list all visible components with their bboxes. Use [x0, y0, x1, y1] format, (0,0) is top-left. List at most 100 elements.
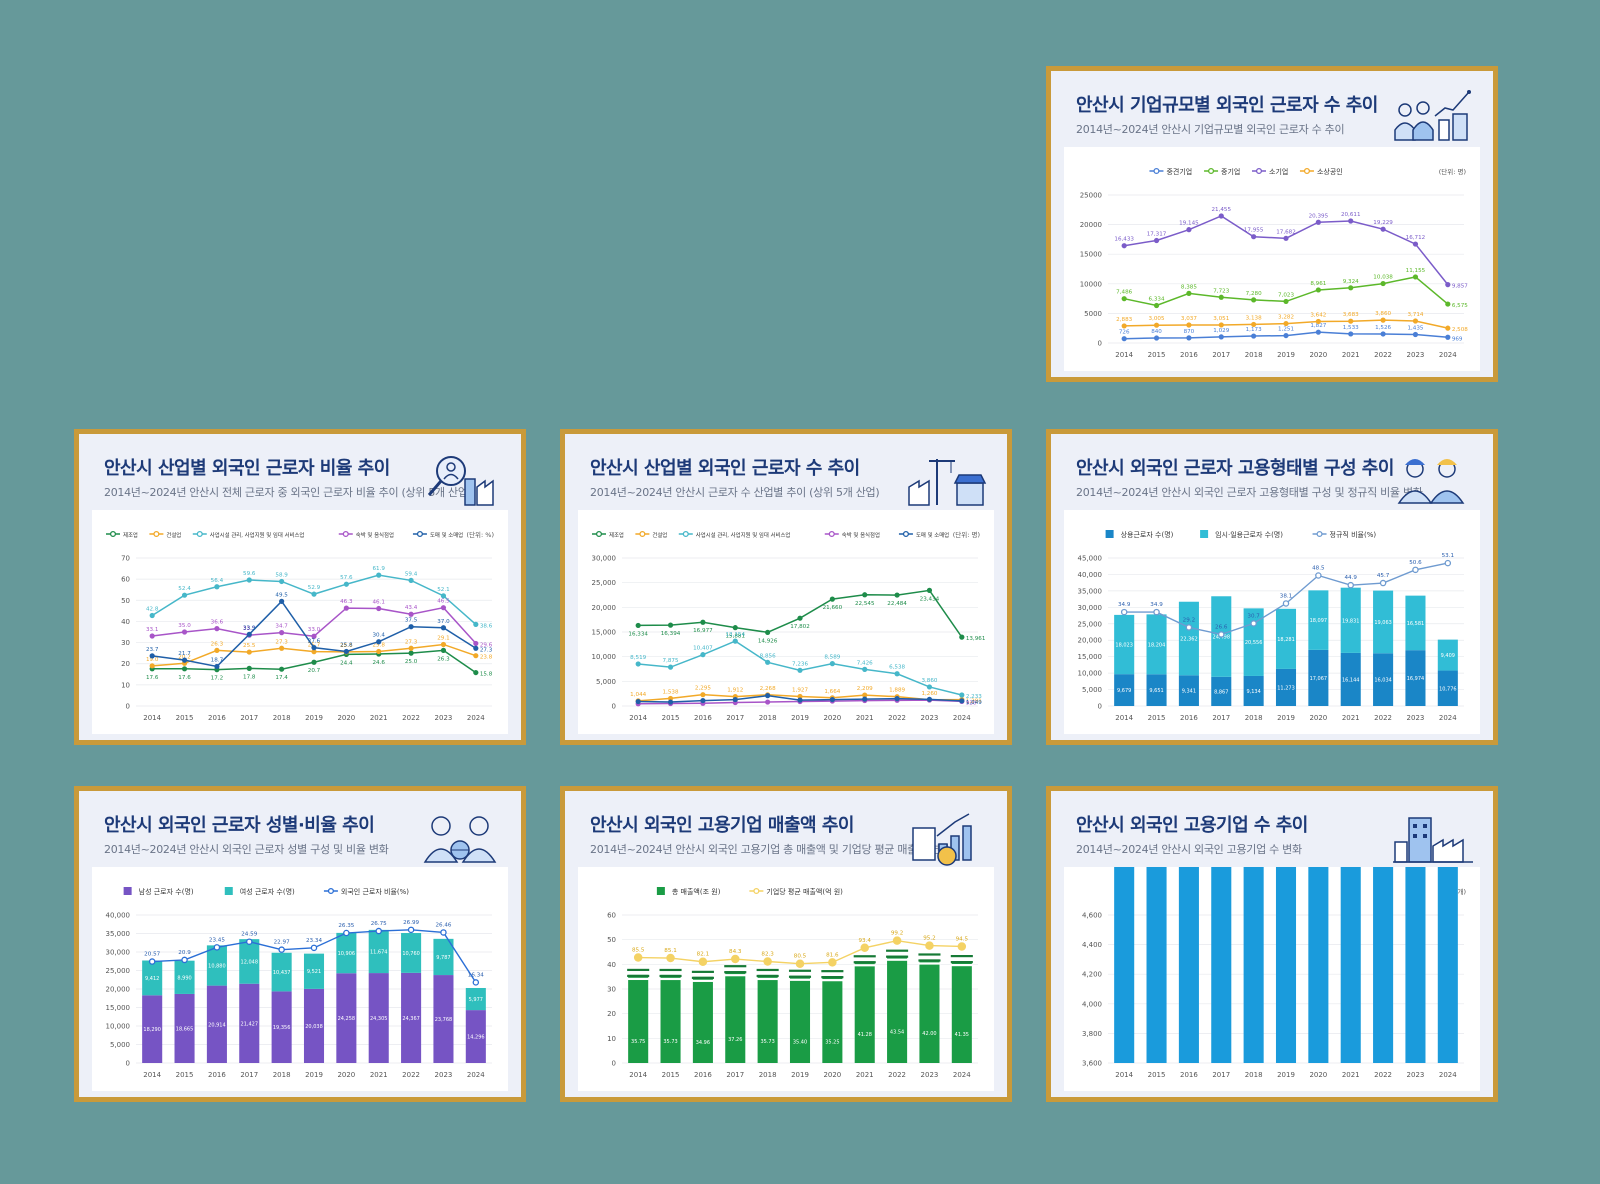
- data-point: [797, 697, 803, 703]
- x-tick-label: 2016: [1180, 714, 1198, 722]
- data-point: [926, 684, 933, 690]
- data-label: 3,860: [1375, 311, 1391, 317]
- data-label: 34.9: [1150, 602, 1163, 608]
- data-label: 9,134: [1246, 689, 1260, 695]
- data-label: 15.8: [480, 672, 493, 678]
- data-label: 34.7: [275, 624, 288, 630]
- data-label: 10,038: [1373, 275, 1393, 281]
- card-subtitle: 2014년~2024년 안산시 외국인 고용기업 수 변화: [1076, 843, 1302, 856]
- data-label: 13,154: [725, 632, 745, 638]
- data-point: [925, 941, 934, 950]
- data-label: 18,281: [1277, 637, 1295, 643]
- money-stack: [821, 979, 844, 982]
- legend-swatch: [123, 887, 132, 895]
- y-tick-label: 35,000: [1078, 587, 1103, 595]
- data-point: [440, 605, 447, 611]
- data-label: 2,883: [1116, 317, 1132, 323]
- data-point: [279, 666, 285, 672]
- bar: [1437, 670, 1458, 706]
- money-stack: [756, 977, 779, 981]
- x-tick-label: 2014: [629, 1071, 647, 1079]
- data-label: 1,291: [966, 699, 982, 705]
- data-point: [311, 649, 317, 655]
- man-woman-globe-icon: [423, 816, 497, 863]
- data-label: 18,290: [143, 1027, 161, 1033]
- data-label: 19,831: [1342, 618, 1360, 624]
- data-point: [1218, 322, 1224, 328]
- data-label: 43.54: [890, 1029, 904, 1035]
- y-tick-label: 3,800: [1082, 1030, 1102, 1038]
- money-stack: [691, 973, 714, 976]
- data-label: 18,023: [1115, 643, 1133, 649]
- y-tick-label: 10000: [1080, 280, 1102, 288]
- x-tick-label: 2021: [1342, 1071, 1360, 1079]
- bar: [628, 974, 649, 1063]
- x-tick-label: 2014: [143, 1071, 161, 1079]
- y-tick-label: 40,000: [1078, 571, 1103, 579]
- data-label: 3,051: [1213, 316, 1229, 322]
- data-label: 26.6: [1215, 624, 1228, 630]
- bar: [1275, 867, 1297, 1063]
- x-tick-label: 2018: [1245, 351, 1263, 359]
- data-label: 21,660: [823, 605, 843, 611]
- x-tick-label: 2014: [1115, 1071, 1133, 1079]
- data-label: 1,533: [1343, 325, 1359, 331]
- chart-count: 제조업 건설업 사업시설 관리, 사업지원 및 임대 서비스업 숙박 및 음식점업 도매…: [592, 530, 986, 722]
- x-tick-label: 2023: [435, 1071, 453, 1079]
- data-label: 7,426: [857, 660, 873, 666]
- money-stack: [918, 959, 941, 962]
- data-point: [149, 612, 155, 619]
- data-point: [892, 936, 902, 945]
- bar: [1373, 653, 1394, 706]
- data-point: [957, 942, 967, 951]
- card-title: 안산시 외국인 근로자 성별·비율 추이: [104, 815, 375, 836]
- money-stack: [886, 949, 909, 952]
- data-label: 49.5: [275, 592, 288, 598]
- data-label: 17,802: [790, 624, 810, 630]
- card-title: 안산시 외국인 근로자 고용형태별 구성 추이: [1076, 458, 1394, 479]
- data-point: [246, 665, 252, 671]
- data-label: 24.59: [241, 932, 257, 938]
- card-subtitle: 2014년~2024년 안산시 근로자 수 산업별 추이 (상위 5개 산업): [590, 486, 880, 499]
- data-label: 10,906: [338, 951, 356, 957]
- data-point: [181, 592, 188, 598]
- bar: [206, 945, 227, 986]
- money-stack: [853, 958, 876, 961]
- bar: [1275, 668, 1297, 706]
- data-point: [797, 615, 803, 621]
- data-point: [635, 698, 641, 705]
- data-label: 33.5: [243, 626, 256, 632]
- bar: [1308, 649, 1329, 706]
- bar: [1178, 867, 1199, 1063]
- data-point: [1121, 296, 1127, 302]
- x-tick-label: 2014: [629, 714, 647, 722]
- x-tick-label: 2021: [856, 1071, 874, 1079]
- data-label: 9,409: [1441, 653, 1455, 659]
- data-point: [278, 946, 285, 953]
- data-label: 23.8: [480, 655, 493, 661]
- data-label: 8,867: [1214, 689, 1228, 695]
- money-stack: [756, 974, 779, 978]
- data-label: 29.6: [480, 642, 493, 648]
- card-subtitle: 2014년~2024년 안산시 외국인 근로자 고용형태별 구성 및 정규직 비…: [1076, 486, 1423, 499]
- data-point: [1186, 322, 1192, 328]
- data-label: 2,508: [1452, 327, 1468, 333]
- data-point: [440, 641, 447, 648]
- data-point: [408, 645, 414, 651]
- data-label: 17,317: [1147, 231, 1167, 237]
- money-stack: [788, 972, 812, 975]
- money-stack: [950, 958, 973, 961]
- y-tick-label: 30: [121, 639, 130, 647]
- bar: [1146, 614, 1167, 675]
- data-label: 44.9: [1344, 575, 1357, 581]
- legend-label: 건설업: [652, 531, 667, 539]
- data-label: 20,611: [1341, 212, 1361, 218]
- bar: [951, 961, 972, 1063]
- x-tick-label: 2018: [1245, 1071, 1263, 1079]
- data-point: [894, 592, 900, 598]
- data-label: 24,367: [402, 1016, 420, 1022]
- data-label: 16,334: [628, 631, 648, 637]
- data-label: 1,044: [630, 692, 646, 698]
- y-tick-label: 0: [1098, 340, 1102, 348]
- data-label: 16,581: [1407, 621, 1425, 627]
